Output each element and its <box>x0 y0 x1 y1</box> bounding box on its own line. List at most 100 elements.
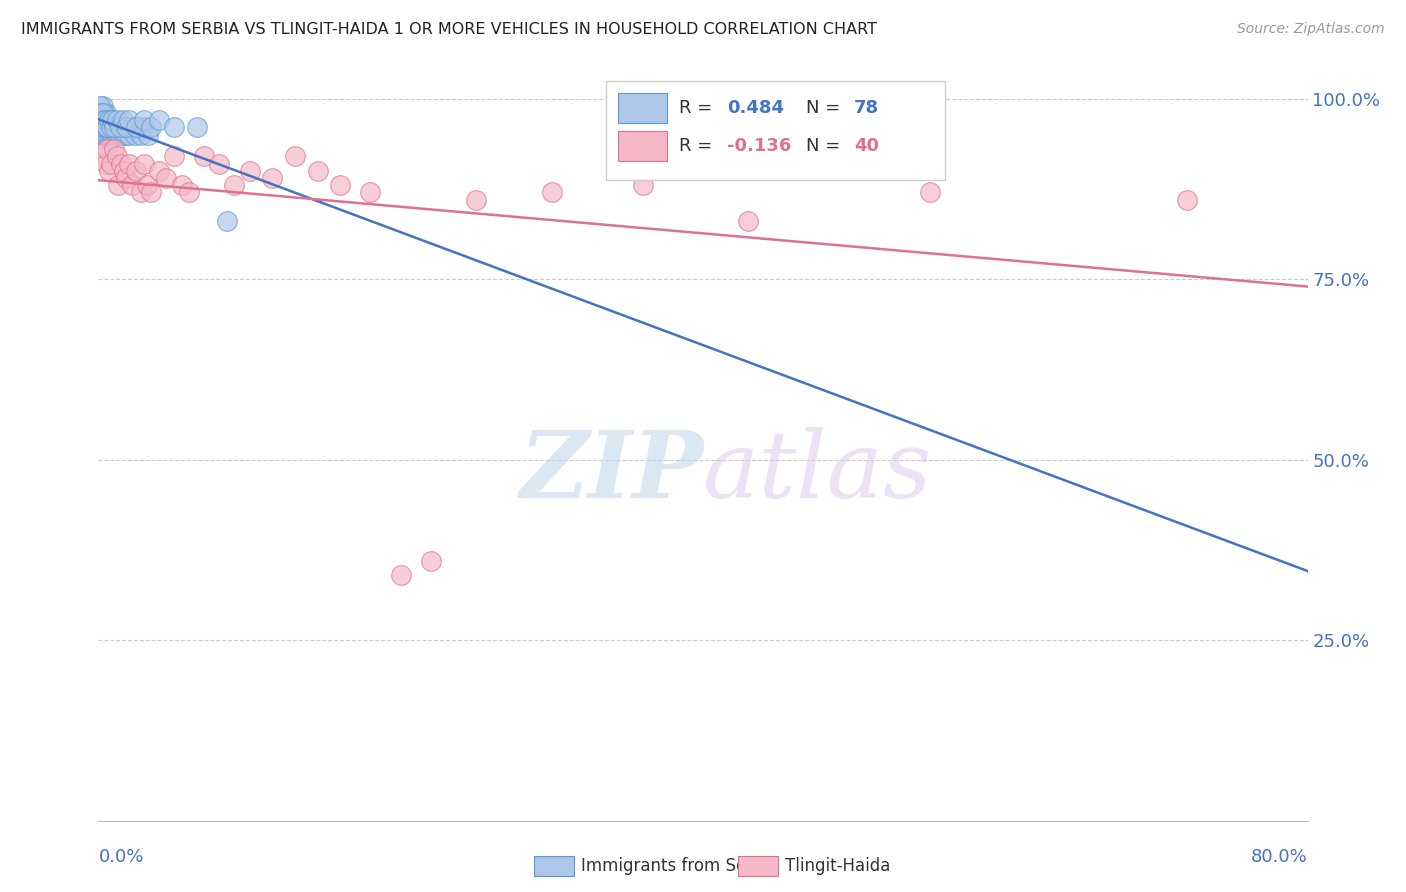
Point <box>135 178 157 193</box>
Point <box>94 106 117 120</box>
Point <box>100 113 122 128</box>
Point <box>89 106 111 120</box>
Text: N =: N = <box>806 99 846 117</box>
Point <box>121 120 143 135</box>
Point <box>360 186 382 200</box>
Point <box>105 128 128 142</box>
Point <box>163 120 186 135</box>
Point <box>112 120 135 135</box>
Point <box>118 128 141 142</box>
Point <box>101 128 124 142</box>
Point <box>94 113 117 128</box>
Bar <box>619 93 666 123</box>
Bar <box>606 81 945 180</box>
Point <box>132 120 155 135</box>
Point <box>208 156 231 170</box>
Point <box>193 149 215 163</box>
Point <box>1175 193 1198 207</box>
Text: Source: ZipAtlas.com: Source: ZipAtlas.com <box>1237 22 1385 37</box>
Point <box>141 186 163 200</box>
Point <box>101 113 124 128</box>
Point <box>98 113 121 128</box>
Point <box>101 120 124 135</box>
Point <box>90 106 112 120</box>
Point <box>163 149 186 163</box>
Point <box>631 178 654 193</box>
Point <box>239 163 262 178</box>
Point <box>96 113 118 128</box>
Point <box>125 163 148 178</box>
Point <box>96 120 118 135</box>
Point <box>284 149 307 163</box>
Text: 78: 78 <box>855 99 879 117</box>
Point <box>215 214 238 228</box>
Point <box>94 113 117 128</box>
Point <box>136 128 159 142</box>
Point <box>91 113 114 128</box>
Point <box>121 178 143 193</box>
Text: IMMIGRANTS FROM SERBIA VS TLINGIT-HAIDA 1 OR MORE VEHICLES IN HOUSEHOLD CORRELAT: IMMIGRANTS FROM SERBIA VS TLINGIT-HAIDA … <box>21 22 877 37</box>
Point <box>107 128 129 142</box>
Point <box>737 214 759 228</box>
Point <box>89 99 111 113</box>
Point <box>111 113 134 128</box>
Point <box>89 120 111 135</box>
Point <box>90 128 112 142</box>
Point <box>111 128 134 142</box>
Text: Immigrants from Serbia: Immigrants from Serbia <box>581 857 778 875</box>
Point <box>108 128 131 142</box>
Point <box>148 163 170 178</box>
Point <box>118 156 141 170</box>
Point <box>110 120 132 135</box>
Point <box>98 120 121 135</box>
Point <box>127 120 149 135</box>
Point <box>465 193 488 207</box>
Text: -0.136: -0.136 <box>727 136 792 155</box>
Point <box>118 113 141 128</box>
Point <box>329 178 352 193</box>
Point <box>89 113 111 128</box>
Point <box>100 156 122 170</box>
Point <box>105 149 128 163</box>
Point <box>90 113 112 128</box>
Point <box>132 113 155 128</box>
Point <box>91 113 114 128</box>
Point <box>148 113 170 128</box>
Point <box>170 178 193 193</box>
Point <box>96 128 118 142</box>
Bar <box>619 130 666 161</box>
Text: 80.0%: 80.0% <box>1251 848 1308 866</box>
Point <box>103 120 125 135</box>
Point <box>96 142 118 156</box>
Point <box>307 163 329 178</box>
Point <box>107 120 129 135</box>
Point <box>93 120 115 135</box>
Point <box>91 99 114 113</box>
Point <box>96 120 118 135</box>
Point <box>129 128 152 142</box>
Point <box>420 554 443 568</box>
Point <box>224 178 246 193</box>
Point <box>107 178 129 193</box>
Point <box>94 128 117 142</box>
Point <box>100 120 122 135</box>
Text: 0.0%: 0.0% <box>98 848 143 866</box>
Point <box>918 186 941 200</box>
Point <box>93 149 115 163</box>
Point <box>103 120 125 135</box>
Point <box>98 128 121 142</box>
Point <box>100 120 122 135</box>
Point <box>93 106 115 120</box>
Point <box>90 113 112 128</box>
Point <box>93 113 115 128</box>
Point <box>110 156 132 170</box>
Point <box>91 106 114 120</box>
Point <box>90 120 112 135</box>
Point <box>114 171 136 186</box>
Point <box>94 120 117 135</box>
Point <box>124 128 146 142</box>
Text: 40: 40 <box>855 136 879 155</box>
Point <box>125 120 148 135</box>
Point <box>108 120 131 135</box>
Point <box>94 156 117 170</box>
